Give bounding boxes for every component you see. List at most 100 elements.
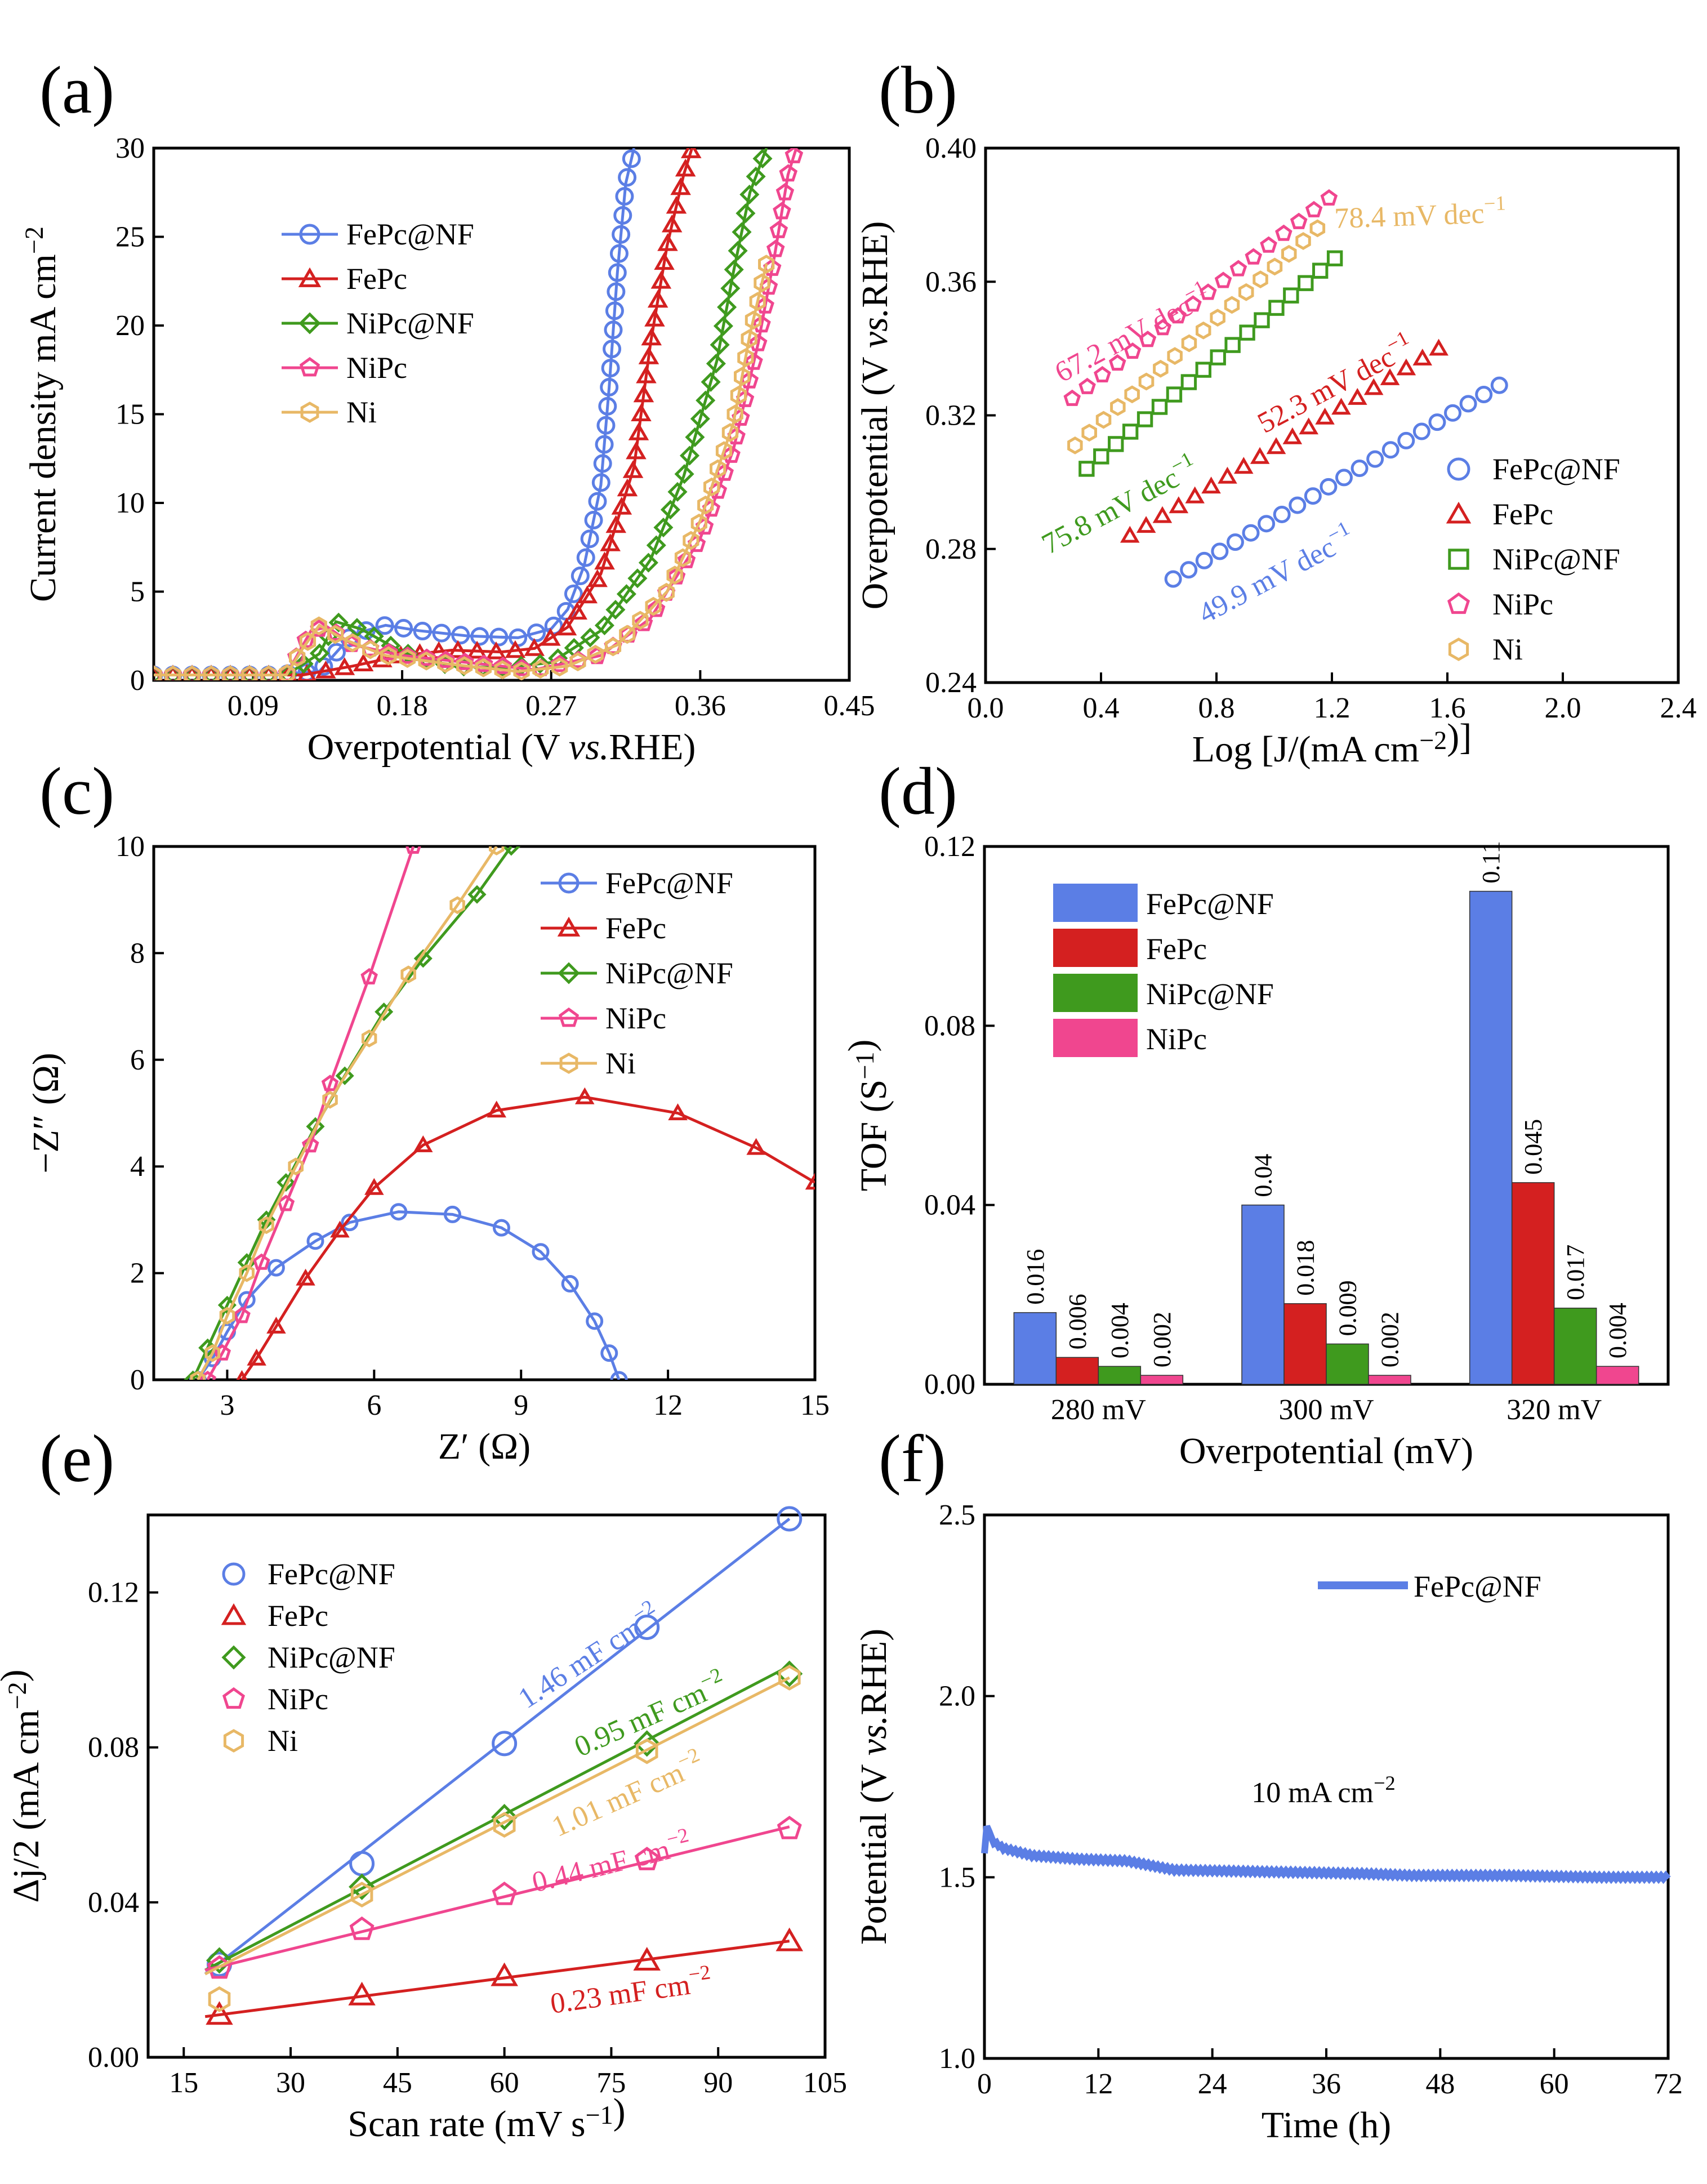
data-point [724, 260, 744, 280]
bar-value-label: 0.004 [1106, 1303, 1134, 1358]
data-point [569, 652, 586, 671]
data-point [492, 1219, 510, 1237]
data-point [1078, 461, 1095, 477]
data-point [1139, 331, 1157, 347]
data-point [288, 1157, 304, 1176]
data-point [1245, 248, 1263, 265]
x-tick-label: 12 [1084, 2068, 1113, 2100]
data-point [697, 496, 714, 515]
data-point [451, 626, 470, 645]
data-point [1250, 447, 1270, 464]
data-point [666, 195, 687, 214]
legend-item: NiPc@NF [282, 306, 474, 340]
data-point [297, 664, 317, 680]
data-point [1260, 236, 1277, 253]
bar-NiPc@NF [1553, 1307, 1597, 1385]
data-point [361, 1029, 377, 1048]
data-point [584, 511, 603, 530]
fit-line [204, 1676, 790, 1976]
legend-item: FePc@NF [282, 217, 474, 251]
data-point [375, 1002, 394, 1022]
data-point [492, 1731, 518, 1757]
legend-marker [1447, 592, 1470, 614]
data-point [532, 659, 549, 679]
data-point [513, 661, 530, 680]
data-point [745, 352, 763, 370]
legend-label: NiPc [1492, 587, 1553, 621]
legend-label: FePc@NF [346, 217, 474, 251]
data-point [710, 459, 727, 479]
data-point [736, 203, 756, 224]
y-tick-label: 4 [130, 1151, 145, 1183]
y-tick-label: 25 [115, 221, 145, 253]
legend-item: FePc@NF [1318, 1570, 1541, 1603]
data-point [353, 653, 374, 671]
legend-marker [1448, 549, 1469, 570]
data-point [233, 1307, 251, 1323]
data-point [322, 1090, 338, 1109]
data-point [213, 1344, 231, 1361]
data-point [1304, 487, 1322, 505]
x-tick-label: 24 [1198, 2068, 1227, 2100]
legend-item: NiPc [222, 1682, 328, 1716]
data-point [805, 1173, 815, 1190]
legend-label: FePc@NF [1492, 452, 1620, 486]
data-point [631, 403, 652, 421]
data-point [556, 617, 577, 636]
data-point [1366, 450, 1384, 468]
data-point [1063, 389, 1081, 406]
data-point [1258, 515, 1276, 533]
data-point [399, 649, 416, 668]
data-point [1180, 561, 1198, 579]
data-point [785, 148, 804, 163]
y-tick-label: 1.0 [939, 2043, 975, 2075]
data-point [605, 515, 627, 533]
legend-label: NiPc@NF [268, 1641, 395, 1674]
data-point [605, 600, 626, 620]
data-point [730, 386, 747, 405]
x-tick-label: 90 [703, 2067, 733, 2099]
data-point [470, 627, 489, 646]
y-tick-label: 30 [115, 132, 145, 164]
data-point [449, 896, 465, 915]
series-group [154, 148, 804, 680]
x-tick-label: 15 [800, 1389, 830, 1421]
data-point [1152, 506, 1173, 523]
capacitance-annotation: 0.44 mF cm−2 [528, 1824, 694, 1899]
y-axis-title: Overpotential (V vs.RHE) [854, 221, 895, 610]
data-point [647, 289, 668, 308]
legend-item: NiPc [1053, 1019, 1207, 1057]
legend-item: FePc@NF [541, 866, 733, 900]
data-point [706, 354, 726, 374]
data-point [596, 416, 616, 435]
legend-marker [298, 312, 321, 335]
data-point [1214, 271, 1232, 288]
slope-annotation: 49.9 mV dec−1 [1191, 516, 1360, 630]
data-point [247, 1348, 266, 1366]
legend-marker [1446, 501, 1472, 524]
legend-item: NiPc@NF [541, 956, 733, 990]
legend-marker [1447, 457, 1470, 481]
legend-label: NiPc [605, 1001, 666, 1035]
data-point [436, 650, 455, 668]
x-tick-label: 105 [803, 2067, 847, 2099]
data-point [769, 221, 788, 238]
y-tick-label: 0.28 [925, 533, 977, 565]
data-point [258, 1216, 274, 1234]
data-point [1185, 486, 1205, 503]
data-point [727, 404, 743, 424]
data-point [754, 273, 770, 293]
legend-swatch [1053, 974, 1138, 1012]
x-tick-label: 75 [596, 2067, 626, 2099]
data-point [622, 149, 641, 168]
data-point [741, 329, 757, 349]
data-point [1475, 386, 1493, 404]
data-point [612, 225, 631, 244]
data-point [604, 320, 623, 340]
data-point [1242, 524, 1260, 542]
legend-label: NiPc [346, 351, 407, 385]
legend-marker [299, 224, 320, 245]
bar-FePc [1283, 1303, 1327, 1385]
data-point [1153, 359, 1169, 378]
x-axis-title: Overpotential (mV) [1179, 1430, 1473, 1472]
